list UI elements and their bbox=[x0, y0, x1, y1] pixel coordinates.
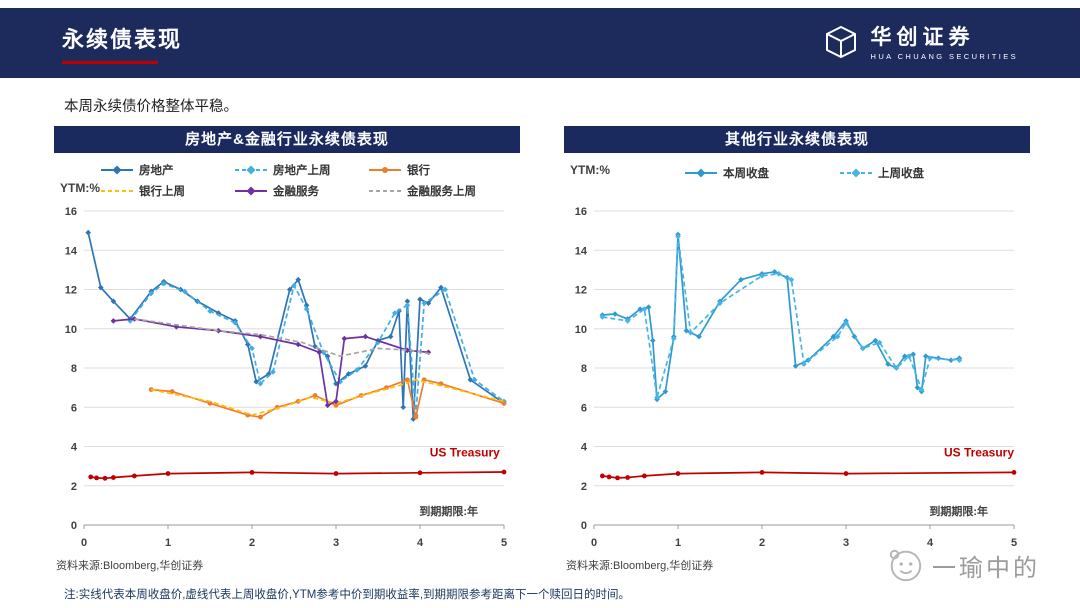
chart-title-right: 其他行业永续债表现 bbox=[564, 126, 1030, 153]
series-金融服务上周 bbox=[134, 318, 433, 358]
series-本周收盘 bbox=[602, 233, 960, 401]
logo-subtitle: HUA CHUANG SECURITIES bbox=[870, 51, 1018, 61]
svg-text:12: 12 bbox=[65, 285, 77, 297]
legend-label: 房地产 bbox=[139, 164, 174, 177]
svg-text:3: 3 bbox=[333, 537, 339, 549]
series-US Treasury bbox=[602, 471, 1015, 479]
summary-text: 本周永续债价格整体平稳。 bbox=[64, 99, 238, 115]
svg-text:6: 6 bbox=[581, 402, 587, 414]
legend-label: 上周收盘 bbox=[878, 167, 924, 180]
title-underline bbox=[62, 61, 158, 64]
legend-label: 房地产上周 bbox=[273, 164, 331, 177]
header-title-block: 永续债表现 bbox=[62, 22, 182, 64]
series-银行 bbox=[151, 378, 505, 418]
svg-text:10: 10 bbox=[65, 324, 77, 336]
svg-text:16: 16 bbox=[65, 206, 77, 218]
svg-text:4: 4 bbox=[581, 442, 588, 454]
legend-label: 银行上周 bbox=[139, 185, 185, 198]
source-note-left: 资料来源:Bloomberg,华创证券 bbox=[56, 560, 204, 572]
legend-item-房地产上周: 房地产上周 bbox=[234, 159, 368, 180]
y-axis-label-right: YTM:% bbox=[570, 163, 610, 177]
legend-label: 本周收盘 bbox=[723, 167, 769, 180]
svg-text:0: 0 bbox=[581, 520, 587, 532]
x-axis-label: 到期期限:年 bbox=[419, 504, 478, 518]
svg-text:14: 14 bbox=[575, 245, 588, 257]
annotation-us-treasury: US Treasury bbox=[944, 445, 1014, 459]
svg-text:5: 5 bbox=[1011, 537, 1017, 549]
legend-label: 银行 bbox=[407, 164, 430, 177]
legend-item-房地产: 房地产 bbox=[100, 159, 234, 180]
logo-cube-icon bbox=[825, 25, 856, 59]
legend-item-银行: 银行 bbox=[368, 159, 502, 180]
logo-name: 华创证券 bbox=[870, 25, 975, 49]
chart-title-left: 房地产&金融行业永续债表现 bbox=[54, 126, 520, 153]
svg-text:4: 4 bbox=[71, 442, 78, 454]
svg-text:6: 6 bbox=[71, 402, 77, 414]
footnote: 注:实线代表本周收盘价,虚线代表上周收盘价,YTM参考中价到期收益率,到期期限参… bbox=[64, 589, 631, 601]
legend-item-上周收盘: 上周收盘 bbox=[839, 162, 924, 183]
legend-item-银行上周: 银行上周 bbox=[100, 180, 234, 201]
x-axis-label: 到期期限:年 bbox=[929, 504, 988, 518]
logo-text: 华创证券 HUA CHUANG SECURITIES bbox=[871, 26, 1019, 61]
watermark-face-icon bbox=[889, 549, 922, 582]
y-axis-label-left: YTM:% bbox=[60, 181, 100, 195]
svg-text:4: 4 bbox=[927, 537, 934, 549]
page-title: 永续债表现 bbox=[62, 27, 183, 52]
svg-text:1: 1 bbox=[675, 537, 681, 549]
svg-text:10: 10 bbox=[575, 324, 587, 336]
annotation-us-treasury: US Treasury bbox=[430, 445, 500, 459]
chart-realestate-financial: 房地产&金融行业永续债表现 房地产 房地产上周 银行银行上周 金融服务 金融服务上周 Y… bbox=[54, 126, 520, 573]
svg-text:8: 8 bbox=[581, 363, 587, 375]
svg-text:1: 1 bbox=[165, 537, 171, 549]
series-上周收盘 bbox=[602, 235, 960, 399]
svg-text:2: 2 bbox=[581, 481, 587, 493]
series-银行上周 bbox=[151, 378, 505, 416]
chart-legend-right: 本周收盘 上周收盘 bbox=[564, 153, 1030, 201]
chart-legend-left: 房地产 房地产上周 银行银行上周 金融服务 金融服务上周 bbox=[54, 153, 520, 201]
legend-item-金融服务: 金融服务 bbox=[234, 180, 368, 201]
svg-text:2: 2 bbox=[759, 537, 765, 549]
svg-text:2: 2 bbox=[71, 481, 77, 493]
legend-label: 金融服务上周 bbox=[407, 185, 476, 198]
svg-text:12: 12 bbox=[575, 285, 587, 297]
svg-text:4: 4 bbox=[417, 537, 424, 549]
chart-other-industries: 其他行业永续债表现 本周收盘 上周收盘 YTM:% 0 2 4 6 8 10 12 14 16 0 1… bbox=[564, 126, 1030, 573]
source-note-right: 资料来源:Bloomberg,华创证券 bbox=[566, 560, 714, 572]
series-房地产上周 bbox=[129, 282, 505, 416]
svg-text:2: 2 bbox=[249, 537, 255, 549]
series-US Treasury bbox=[90, 471, 505, 480]
legend-item-本周收盘: 本周收盘 bbox=[684, 162, 769, 183]
svg-text:3: 3 bbox=[843, 537, 849, 549]
svg-text:0: 0 bbox=[71, 520, 77, 532]
slide-header: 永续债表现 华创证券 HUA CHUANG SECURITIES bbox=[0, 8, 1080, 78]
svg-text:8: 8 bbox=[71, 363, 77, 375]
legend-label: 金融服务 bbox=[273, 185, 319, 198]
watermark-text: 一瑜中的 bbox=[932, 554, 1040, 582]
svg-text:0: 0 bbox=[81, 537, 87, 549]
svg-text:0: 0 bbox=[591, 537, 597, 549]
svg-text:16: 16 bbox=[575, 206, 587, 218]
legend-item-金融服务上周: 金融服务上周 bbox=[368, 180, 502, 201]
svg-text:14: 14 bbox=[65, 245, 78, 257]
company-logo: 华创证券 HUA CHUANG SECURITIES bbox=[821, 23, 1019, 63]
watermark: 一瑜中的 bbox=[886, 546, 1040, 584]
svg-text:5: 5 bbox=[501, 537, 507, 549]
